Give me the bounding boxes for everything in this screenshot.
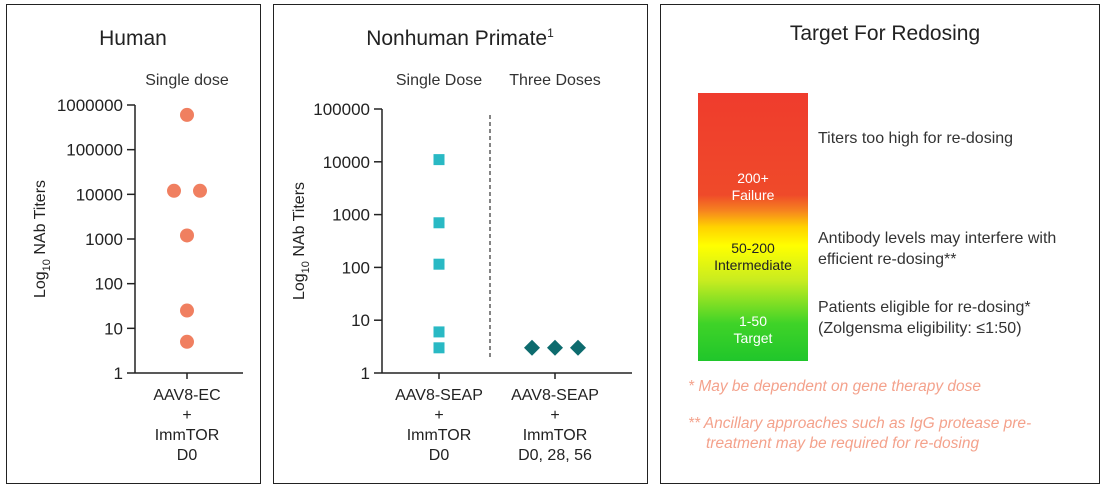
x-category-label: D0: [429, 447, 450, 464]
y-tick-label: 100: [95, 275, 123, 294]
titer-gradient-bar: [698, 93, 808, 361]
y-axis-label: Log10 NAb Titers: [32, 180, 53, 298]
group-header: Three Doses: [509, 72, 601, 89]
data-point-circle: [193, 183, 207, 198]
data-point-circle: [167, 183, 181, 198]
data-point-circle: [180, 228, 194, 243]
y-tick-label: 10000: [323, 153, 370, 172]
data-point-square: [433, 326, 445, 338]
desc-intermediate-line1: Antibody levels may interfere with: [818, 230, 1057, 247]
x-category-label: +: [550, 407, 559, 424]
bar-label-target: 1-50 Target: [698, 313, 808, 347]
bar-label-intermediate-value: 50-200: [731, 240, 775, 256]
data-point-diamond: [570, 339, 586, 356]
bar-label-intermediate: 50-200 Intermediate: [698, 240, 808, 274]
y-tick-label: 100000: [66, 141, 123, 160]
data-point-diamond: [547, 339, 563, 356]
x-category-label: AAV8-SEAP: [511, 387, 599, 404]
x-category-label: ImmTOR: [523, 427, 588, 444]
human-panel: Human Single dose 1 10 100 1000 10000 100000 100…: [6, 4, 261, 484]
chart-title: Human: [99, 27, 167, 50]
human-chart: Human Single dose 1 10 100 1000 10000 100000 100…: [32, 27, 243, 464]
data-point-square: [433, 217, 445, 229]
desc-target: Patients eligible for re-dosing* (Zolgen…: [818, 297, 1031, 339]
x-category-label: D0, 28, 56: [518, 447, 592, 464]
data-point-square: [433, 154, 445, 166]
desc-target-line2: (Zolgensma eligibility: ≤1:50): [818, 320, 1022, 337]
data-point-circle: [180, 303, 194, 318]
y-tick-label: 1000: [85, 230, 123, 249]
note-dose: * May be dependent on gene therapy dose: [688, 377, 981, 397]
data-point-diamond: [524, 339, 540, 356]
y-axis-label-rest: NAb Titers: [32, 180, 49, 259]
y-axis-label-sub: 10: [300, 261, 312, 273]
bar-label-failure: 200+ Failure: [698, 170, 808, 204]
y-tick-label: 1: [114, 364, 123, 383]
x-category-label: AAV8-SEAP: [395, 387, 483, 404]
y-tick-label: 1: [361, 364, 370, 383]
data-point-circle: [180, 107, 194, 122]
chart-title: Nonhuman Primate1: [366, 26, 554, 50]
note-ancillary: ** Ancillary approaches such as IgG prot…: [688, 414, 1031, 454]
note-dose-line1: * May be dependent on gene therapy dose: [688, 378, 982, 395]
note-ancillary-line2: treatment may be required for re-dosing: [706, 435, 980, 452]
desc-intermediate-line2: efficient re-dosing**: [818, 251, 957, 268]
y-tick-label: 100000: [313, 100, 370, 119]
y-tick-label: 10000: [76, 185, 123, 204]
bar-label-intermediate-text: Intermediate: [714, 257, 792, 273]
y-axis-label-main: Log: [32, 271, 49, 298]
y-tick-label: 10: [351, 311, 370, 330]
y-tick-label: 10: [104, 319, 123, 338]
redosing-title: Target For Redosing: [789, 22, 981, 45]
y-axis-label-rest: NAb Titers: [291, 182, 308, 261]
data-point-circle: [180, 334, 194, 349]
y-axis-label-sub: 10: [41, 259, 53, 271]
nhp-panel: Nonhuman Primate1 Single Dose Three Doses 1…: [273, 4, 648, 484]
y-tick-label: 1000: [332, 206, 370, 225]
x-category-label: AAV8-EC: [153, 387, 220, 404]
data-point-square: [433, 342, 445, 354]
x-category-label: ImmTOR: [155, 427, 220, 444]
desc-target-line1: Patients eligible for re-dosing*: [818, 299, 1031, 316]
group-header: Single Dose: [396, 72, 482, 89]
title-superscript: 1: [547, 26, 554, 40]
y-axis-label: Log10 NAb Titers: [291, 182, 312, 300]
bar-label-target-text: Target: [733, 330, 773, 346]
y-tick-label: 100: [342, 258, 370, 277]
desc-high: Titers too high for re-dosing: [818, 128, 1013, 149]
desc-intermediate: Antibody levels may interfere with effic…: [818, 228, 1056, 270]
y-tick-label: 1000000: [57, 96, 123, 115]
data-point-square: [433, 258, 445, 270]
bar-label-failure-text: Failure: [731, 187, 775, 203]
x-category-label: +: [434, 407, 443, 424]
nhp-chart: Nonhuman Primate1 Single Dose Three Doses 1…: [291, 26, 632, 464]
x-category-label: D0: [177, 447, 198, 464]
bar-label-target-value: 1-50: [738, 313, 768, 329]
desc-high-line1: Titers too high for re-dosing: [818, 130, 1014, 147]
bar-label-failure-value: 200+: [737, 170, 769, 186]
group-header: Single dose: [145, 72, 229, 89]
note-ancillary-line1: ** Ancillary approaches such as IgG prot…: [688, 415, 1032, 432]
x-category-label: ImmTOR: [407, 427, 472, 444]
x-category-label: +: [182, 407, 191, 424]
y-axis-label-main: Log: [291, 273, 308, 300]
